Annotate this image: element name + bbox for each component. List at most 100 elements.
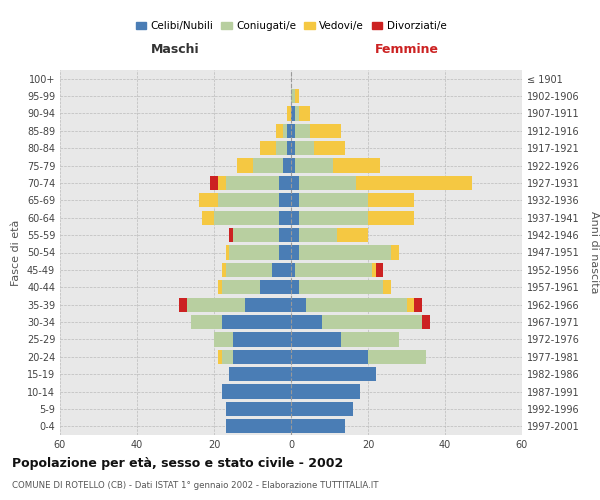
Bar xyxy=(280,210,291,225)
Bar xyxy=(226,246,229,260)
Bar xyxy=(191,315,222,329)
Bar xyxy=(233,228,280,242)
Bar xyxy=(291,280,299,294)
Bar xyxy=(372,263,376,277)
Bar xyxy=(291,89,295,103)
Bar xyxy=(310,124,341,138)
Bar xyxy=(291,419,345,434)
Bar xyxy=(299,210,368,225)
Bar xyxy=(222,384,291,398)
Bar xyxy=(291,124,295,138)
Bar xyxy=(307,298,407,312)
Bar xyxy=(368,350,426,364)
Bar xyxy=(199,193,218,208)
Bar xyxy=(295,106,299,120)
Bar xyxy=(334,158,380,172)
Bar xyxy=(218,280,222,294)
Bar xyxy=(414,298,422,312)
Bar xyxy=(291,315,322,329)
Bar xyxy=(299,280,383,294)
Bar xyxy=(233,332,291,346)
Bar xyxy=(187,298,245,312)
Bar xyxy=(287,106,291,120)
Bar xyxy=(218,350,222,364)
Bar xyxy=(291,141,295,156)
Bar xyxy=(291,298,307,312)
Bar xyxy=(422,315,430,329)
Bar xyxy=(229,367,291,382)
Bar xyxy=(356,176,472,190)
Bar xyxy=(222,350,233,364)
Bar xyxy=(226,263,272,277)
Bar xyxy=(226,176,280,190)
Bar xyxy=(391,246,399,260)
Bar xyxy=(291,367,376,382)
Bar xyxy=(322,315,422,329)
Bar xyxy=(337,228,368,242)
Bar xyxy=(275,141,287,156)
Bar xyxy=(214,210,280,225)
Bar xyxy=(287,141,291,156)
Bar xyxy=(283,158,291,172)
Bar xyxy=(280,246,291,260)
Bar xyxy=(368,193,414,208)
Bar xyxy=(229,228,233,242)
Bar xyxy=(245,298,291,312)
Bar xyxy=(280,193,291,208)
Bar xyxy=(291,332,341,346)
Bar xyxy=(226,402,291,416)
Bar xyxy=(291,210,299,225)
Bar xyxy=(283,124,287,138)
Text: Popolazione per età, sesso e stato civile - 2002: Popolazione per età, sesso e stato civil… xyxy=(12,458,343,470)
Bar xyxy=(341,332,399,346)
Bar xyxy=(222,315,291,329)
Bar xyxy=(237,158,253,172)
Bar xyxy=(291,350,368,364)
Bar xyxy=(260,280,291,294)
Bar xyxy=(299,246,391,260)
Bar xyxy=(229,246,280,260)
Bar xyxy=(275,124,283,138)
Bar xyxy=(287,124,291,138)
Bar xyxy=(291,402,353,416)
Bar xyxy=(218,193,280,208)
Bar xyxy=(202,210,214,225)
Text: Maschi: Maschi xyxy=(151,43,200,56)
Bar xyxy=(295,141,314,156)
Bar xyxy=(210,176,218,190)
Bar xyxy=(299,176,356,190)
Bar xyxy=(280,228,291,242)
Bar xyxy=(299,193,368,208)
Y-axis label: Fasce di età: Fasce di età xyxy=(11,220,21,286)
Text: COMUNE DI ROTELLO (CB) - Dati ISTAT 1° gennaio 2002 - Elaborazione TUTTITALIA.IT: COMUNE DI ROTELLO (CB) - Dati ISTAT 1° g… xyxy=(12,480,379,490)
Bar xyxy=(291,384,360,398)
Bar xyxy=(291,176,299,190)
Bar xyxy=(299,106,310,120)
Bar xyxy=(222,280,260,294)
Bar xyxy=(295,124,310,138)
Bar xyxy=(314,141,345,156)
Bar xyxy=(179,298,187,312)
Text: Femmine: Femmine xyxy=(374,43,439,56)
Bar xyxy=(280,176,291,190)
Bar xyxy=(253,158,283,172)
Bar xyxy=(368,210,414,225)
Y-axis label: Anni di nascita: Anni di nascita xyxy=(589,211,599,294)
Bar xyxy=(383,280,391,294)
Bar xyxy=(295,263,372,277)
Bar xyxy=(376,263,383,277)
Legend: Celibi/Nubili, Coniugati/e, Vedovi/e, Divorziati/e: Celibi/Nubili, Coniugati/e, Vedovi/e, Di… xyxy=(131,17,451,35)
Bar xyxy=(260,141,275,156)
Bar xyxy=(295,89,299,103)
Bar xyxy=(222,263,226,277)
Bar xyxy=(291,106,295,120)
Bar xyxy=(295,158,334,172)
Bar xyxy=(291,193,299,208)
Bar xyxy=(233,350,291,364)
Bar xyxy=(214,332,233,346)
Bar xyxy=(291,158,295,172)
Bar xyxy=(272,263,291,277)
Bar xyxy=(407,298,414,312)
Bar xyxy=(291,263,295,277)
Bar xyxy=(218,176,226,190)
